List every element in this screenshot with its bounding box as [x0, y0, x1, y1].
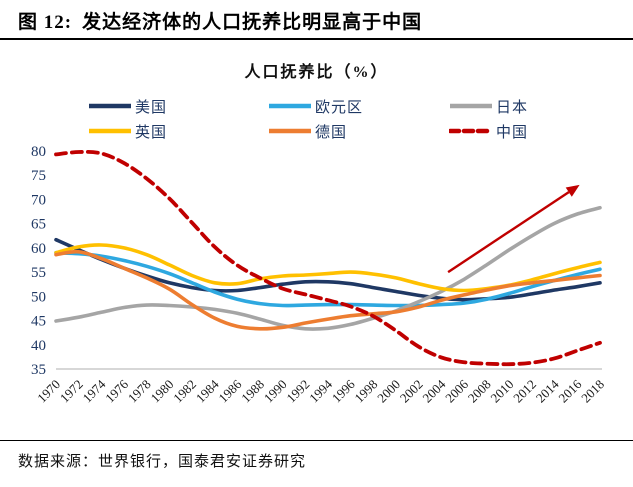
legend-swatch-china-icon	[449, 128, 493, 134]
y-tick-label: 50	[31, 289, 46, 305]
x-tick-label: 1982	[170, 377, 199, 406]
x-tick-label: 2002	[397, 377, 426, 406]
y-tick-label: 45	[31, 314, 46, 330]
figure-title: 图 12: 发达经济体的人口抚养比明显高于中国	[0, 0, 633, 40]
legend-swatch-eurozone-icon	[269, 103, 311, 109]
legend-item-uk: 英国	[88, 121, 167, 141]
legend-swatch-us-icon	[89, 103, 131, 109]
x-tick-label: 2006	[442, 376, 471, 405]
y-tick-label: 55	[31, 265, 46, 281]
legend-swatch-uk-icon	[89, 128, 131, 134]
x-tick-label: 1976	[102, 376, 131, 405]
x-tick-label: 1994	[306, 376, 335, 405]
series-line-china	[54, 149, 602, 367]
y-tick-label: 75	[31, 168, 46, 184]
x-tick-label: 1996	[329, 376, 358, 405]
x-tick-label: 1986	[215, 376, 244, 405]
y-tick-label: 80	[31, 144, 46, 160]
y-tick-label: 35	[31, 362, 46, 378]
figure-number: 图 12:	[18, 12, 73, 33]
legend-item-japan: 日本	[449, 96, 528, 116]
x-tick-label: 1978	[125, 377, 154, 406]
x-tick-label: 2000	[374, 377, 403, 406]
y-axis-tick-labels: 35 40 45 50 55 60 65 70 75 80	[31, 144, 46, 378]
x-tick-label: 2004	[419, 376, 448, 405]
legend-item-china: 中国	[449, 121, 528, 141]
x-tick-label: 2014	[533, 376, 562, 405]
legend-item-us: 美国	[88, 96, 167, 116]
data-source: 数据来源：世界银行，国泰君安证券研究	[18, 454, 307, 470]
line-plot: 35 40 45 50 55 60 65 70 75 80 19701972197419761978…	[31, 144, 607, 406]
legend-item-eurozone: 欧元区	[268, 96, 363, 116]
x-tick-label: 1992	[283, 377, 312, 406]
chart-title: 人口抚养比（%）	[244, 64, 389, 81]
x-tick-label: 1972	[57, 377, 86, 406]
x-axis-tick-labels: 1970197219741976197819801982198419861988…	[34, 376, 607, 405]
trend-arrow-head-icon	[565, 184, 580, 197]
legend-label-china: 中国	[496, 124, 529, 141]
x-tick-label: 2008	[465, 377, 494, 406]
legend-label-us: 美国	[135, 99, 168, 116]
series-line-germany	[54, 249, 602, 331]
chart-legend: 美国 欧元区 日本英国 德国 中国	[0, 94, 633, 144]
footer-divider	[0, 440, 633, 441]
y-tick-label: 60	[31, 241, 46, 257]
x-tick-label: 2012	[510, 377, 539, 406]
series-line-japan	[54, 205, 602, 331]
figure-title-text: 发达经济体的人口抚养比明显高于中国	[82, 12, 423, 33]
legend-label-eurozone: 欧元区	[315, 99, 364, 116]
x-tick-label: 1974	[79, 376, 108, 405]
x-tick-label: 1998	[351, 377, 380, 406]
trend-arrow	[447, 184, 580, 274]
x-tick-label: 2016	[555, 376, 584, 405]
y-tick-label: 70	[31, 193, 46, 209]
legend-swatch-germany-icon	[269, 128, 311, 134]
x-tick-label: 2018	[578, 377, 607, 406]
x-tick-label: 1990	[261, 377, 290, 406]
y-tick-label: 65	[31, 217, 46, 233]
x-tick-label: 1980	[147, 377, 176, 406]
legend-swatch-japan-icon	[450, 103, 492, 109]
legend-label-germany: 德国	[315, 124, 348, 141]
trend-arrow-shaft	[447, 191, 570, 274]
series-line-eurozone	[54, 250, 602, 308]
x-tick-label: 1988	[238, 377, 267, 406]
legend-item-germany: 德国	[268, 121, 347, 141]
x-tick-label: 1970	[34, 377, 63, 406]
y-tick-label: 40	[31, 338, 46, 354]
legend-label-japan: 日本	[496, 99, 529, 116]
x-tick-label: 1984	[193, 376, 222, 405]
legend-label-uk: 英国	[135, 124, 168, 141]
x-tick-label: 2010	[487, 377, 516, 406]
